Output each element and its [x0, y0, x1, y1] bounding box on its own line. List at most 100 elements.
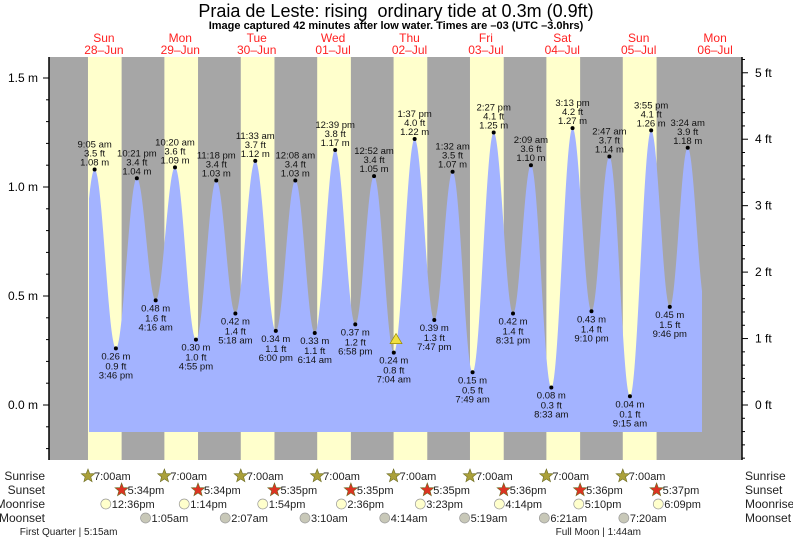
moonset-time: 4:14am — [391, 513, 428, 525]
tide-m-label: 1.22 m — [400, 127, 429, 138]
tide-m-label: 1.03 m — [202, 168, 231, 179]
tide-ft-label: 3.5 ft — [442, 151, 463, 162]
day-weekday-label: Sun — [93, 31, 114, 45]
tide-ft-label: 1.4 ft — [581, 324, 602, 335]
tide-time-label: 7:49 am — [455, 394, 489, 405]
tide-ft-label: 3.4 ft — [126, 157, 147, 168]
tide-ft-label: 0.1 ft — [619, 409, 640, 420]
sunrise-star-icon — [538, 468, 554, 483]
tide-time-label: 1:37 pm — [397, 109, 431, 120]
moonrise-time: 1:54pm — [269, 499, 306, 511]
right-axis-label: 4 ft — [755, 132, 772, 146]
tide-m-label: 0.24 m — [379, 356, 408, 367]
sunrise-row-label-left: Sunrise — [4, 469, 45, 483]
tide-high-point — [570, 126, 575, 131]
right-axis-label: 5 ft — [755, 66, 772, 80]
tide-ft-label: 0.9 ft — [105, 361, 126, 372]
tide-ft-label: 3.8 ft — [325, 129, 346, 140]
sunset-star-icon — [343, 482, 359, 497]
sunset-star-icon — [190, 482, 206, 497]
tide-ft-label: 3.5 ft — [84, 149, 105, 160]
tide-low-point — [470, 370, 475, 375]
tide-time-label: 2:27 pm — [477, 103, 511, 114]
sunrise-row-label-right: Sunrise — [745, 469, 786, 483]
day-date-label: 03–Jul — [468, 43, 503, 57]
moonrise-moon-icon — [414, 498, 426, 510]
day-date-label: 04–Jul — [545, 43, 580, 57]
moonrise-moon-icon — [178, 498, 190, 510]
sunrise-time: 7:00am — [323, 471, 360, 483]
moonset-row-label-right: Moonset — [745, 511, 792, 525]
tide-ft-label: 3.4 ft — [206, 159, 227, 170]
tide-time-label: 9:05 am — [77, 140, 111, 151]
tide-ft-label: 3.6 ft — [520, 144, 541, 155]
tide-m-label: 1.03 m — [281, 168, 310, 179]
tide-ft-label: 3.4 ft — [363, 155, 384, 166]
moonset-moon-icon — [459, 512, 470, 524]
sunset-star-icon — [114, 482, 130, 497]
tide-ft-label: 3.7 ft — [245, 140, 266, 151]
sunset-time: 5:34pm — [204, 485, 241, 497]
current-tide-marker-icon — [389, 332, 403, 344]
moonset-time: 7:20am — [630, 513, 667, 525]
day-date-label: 05–Jul — [621, 43, 656, 57]
tide-time-label: 11:33 am — [236, 131, 275, 142]
sunset-time: 5:34pm — [128, 485, 165, 497]
tide-time-label: 6:00 pm — [259, 353, 293, 364]
tide-time-label: 9:15 am — [613, 418, 647, 429]
moonrise-moon-icon — [573, 498, 585, 510]
tide-time-label: 6:14 am — [298, 355, 332, 366]
tide-ft-label: 1.2 ft — [345, 337, 366, 348]
sunset-time: 5:36pm — [586, 485, 623, 497]
day-weekday-label: Tue — [247, 31, 268, 45]
sunset-star-icon — [649, 482, 665, 497]
tide-m-label: 0.45 m — [655, 310, 684, 321]
moonrise-row-label-left: Moonrise — [0, 497, 45, 511]
chart-subtitle: Image captured 42 minutes after low wate… — [209, 20, 584, 32]
tide-ft-label: 3.9 ft — [677, 127, 698, 138]
sunset-row-label-left: Sunset — [8, 483, 46, 497]
tide-low-point — [667, 304, 672, 309]
sunset-star-icon — [496, 482, 512, 497]
tide-m-label: 0.42 m — [498, 316, 527, 327]
moonset-moon-icon — [219, 512, 231, 524]
moonrise-time: 5:10pm — [585, 499, 622, 511]
tide-time-label: 8:31 pm — [496, 335, 530, 346]
tide-time-label: 10:21 pm — [117, 148, 157, 159]
sunset-time: 5:37pm — [663, 485, 700, 497]
chart-title: Praia de Leste: rising ordinary tide at … — [198, 1, 593, 21]
tide-ft-label: 3.4 ft — [285, 159, 306, 170]
day-weekday-label: Mon — [169, 31, 192, 45]
tide-time-label: 5:18 am — [218, 335, 252, 346]
tide-m-label: 1.17 m — [321, 138, 350, 149]
day-weekday-label: Mon — [703, 31, 726, 45]
tide-low-point — [432, 317, 437, 322]
tide-time-label: 8:33 am — [534, 410, 568, 421]
moonrise-moon-icon — [257, 498, 269, 510]
tide-extremes: 9:05 am3.5 ft1.08 m0.26 m0.9 ft3:46 pm10… — [77, 98, 705, 429]
tide-m-label: 0.04 m — [615, 399, 644, 410]
moonrise-moon-icon — [336, 498, 347, 510]
tide-high-point — [372, 174, 377, 179]
tide-ft-label: 4.1 ft — [483, 112, 504, 123]
tide-m-label: 0.37 m — [341, 327, 370, 338]
tide-m-label: 1.10 m — [516, 153, 545, 164]
sunrise-time: 7:00am — [170, 471, 207, 483]
tide-time-label: 3:55 pm — [634, 100, 668, 111]
tide-low-point — [312, 331, 317, 336]
tide-time-label: 12:52 am — [354, 146, 394, 157]
moonset-moon-icon — [618, 512, 630, 524]
tide-ft-label: 4.2 ft — [562, 107, 583, 118]
tide-time-label: 3:46 pm — [99, 370, 133, 381]
moonrise-moon-icon — [652, 498, 664, 510]
day-weekday-label: Thu — [399, 31, 420, 45]
day-weekday-label: Wed — [321, 31, 345, 45]
tide-low-point — [391, 350, 396, 355]
sunset-row-label-right: Sunset — [745, 483, 783, 497]
tide-ft-label: 1.6 ft — [145, 313, 166, 324]
day-date-label: 02–Jul — [392, 43, 427, 57]
sunset-star-icon — [572, 482, 588, 497]
sunrise-star-icon — [156, 468, 172, 483]
tide-m-label: 1.09 m — [160, 155, 189, 166]
moonrise-moon-icon — [100, 498, 112, 510]
